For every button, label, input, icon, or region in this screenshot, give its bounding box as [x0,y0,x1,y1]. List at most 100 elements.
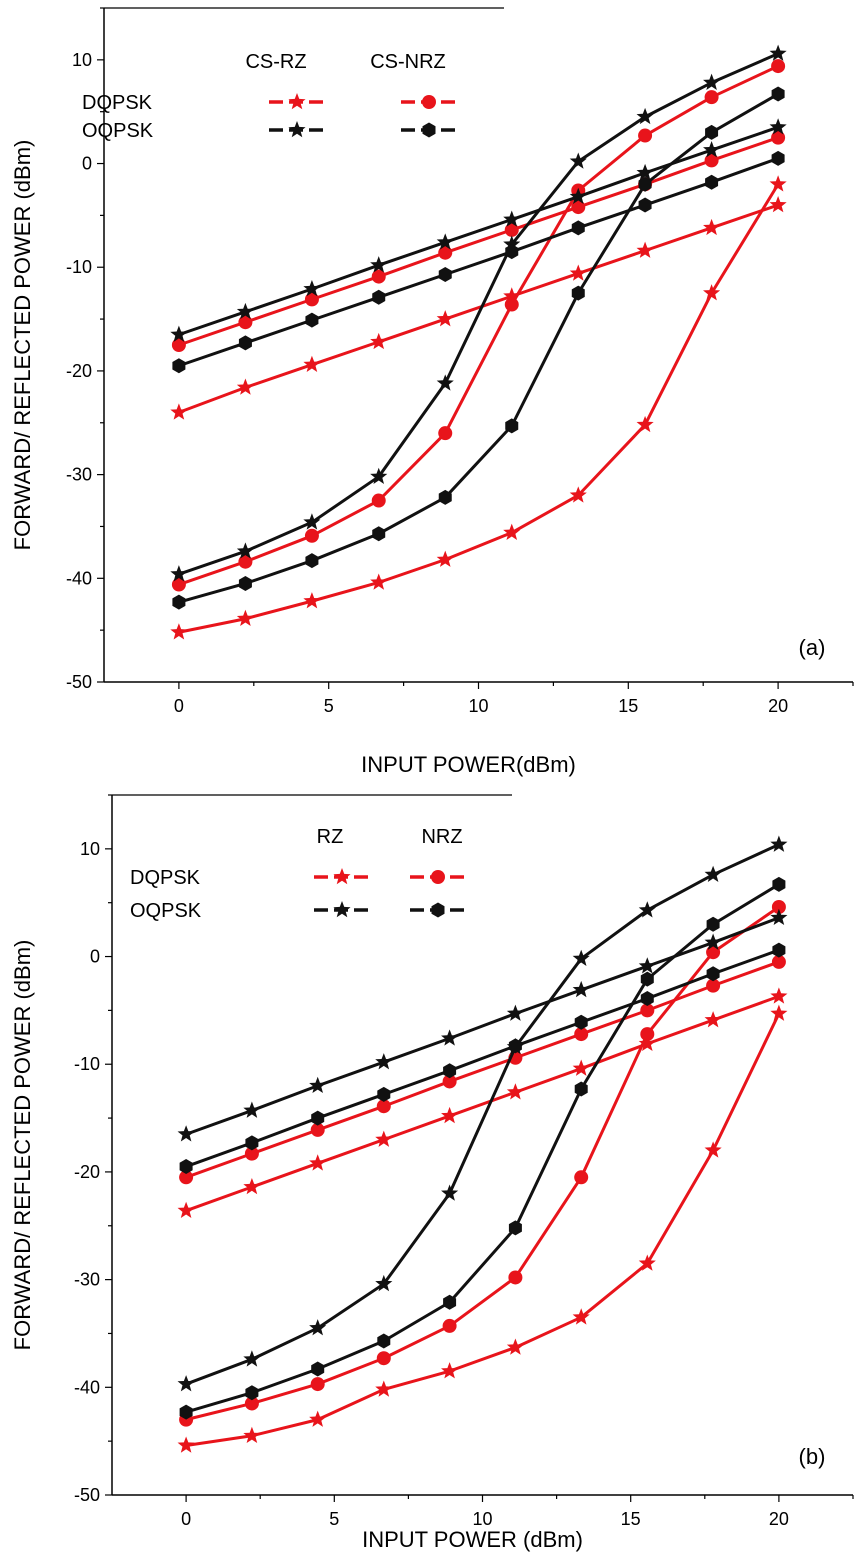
series-1 [170,175,787,640]
data-point [769,44,787,61]
data-point [310,1122,325,1137]
series-6 [172,150,785,374]
y-tick-label: -40 [74,1377,100,1397]
series-line [178,64,779,586]
data-point [503,235,521,252]
y-tick-label: 10 [80,839,100,859]
data-point [571,285,585,301]
data-point [706,978,721,993]
data-point [640,1027,655,1042]
data-point [638,1034,656,1052]
data-point [569,152,587,169]
legend-marker [431,870,445,884]
legend-column-header: NRZ [421,826,462,848]
series-7 [179,876,786,1420]
data-point [179,1170,194,1185]
data-point [508,1038,522,1054]
data-point [443,1063,457,1079]
data-point [171,577,186,592]
data-point [636,163,654,181]
data-point [243,1350,261,1367]
data-point [236,542,254,559]
x-axis-title: INPUT POWER (dBm) [362,1527,583,1552]
data-point [503,523,521,540]
data-point [506,1083,524,1100]
x-tick-label: 5 [324,696,334,716]
series-line [178,156,779,368]
series-1 [177,1004,788,1453]
series-line [178,183,780,634]
y-tick-label: 0 [82,154,92,174]
y-tick-label: -40 [66,568,92,588]
data-point [638,957,656,974]
data-point [441,1362,459,1379]
panel-label: (b) [799,1444,826,1469]
data-point [704,933,722,950]
data-point [572,980,590,998]
data-point [375,1274,393,1292]
x-tick-label: 10 [468,696,488,716]
data-point [636,415,654,433]
data-point [309,1319,327,1336]
data-point [370,573,388,590]
data-point [245,1385,259,1401]
data-point [172,594,186,610]
legend-column-header: RZ [317,826,344,848]
data-point [238,335,252,351]
legend: RZ NRZ DQPSK OQPSK [130,826,466,922]
data-point [309,1410,327,1427]
data-point [372,526,386,542]
data-point [243,1101,261,1118]
data-point [177,1375,195,1392]
data-point [571,220,585,236]
data-point [436,233,454,250]
legend-column-header: CS-NRZ [370,51,446,73]
data-point [236,609,254,627]
data-point [245,1135,259,1151]
data-point [504,297,519,312]
legend-marker [333,901,351,918]
data-point [375,1130,393,1147]
data-point [436,550,454,567]
data-point [443,1294,457,1310]
legend-row-header: OQPSK [82,120,154,142]
data-point [706,916,720,932]
data-point [638,176,652,192]
x-tick-label: 15 [618,696,638,716]
data-point [303,355,321,372]
data-point [705,174,719,190]
data-point [638,128,653,143]
y-tick-label: -20 [74,1162,100,1182]
data-point [311,1110,325,1126]
y-tick-label: 0 [90,947,100,967]
data-point [442,1318,457,1333]
data-point [572,949,590,966]
data-point [571,200,586,215]
series-4 [177,908,788,1142]
data-point [703,218,721,236]
legend-marker [288,93,306,110]
series-line [185,843,780,1386]
panel-a: 0 5 10 15 20 -50 -40 -30 -20 -10 0 10 INPUT POWER(dB… [10,7,854,777]
data-point [371,493,386,508]
data-point [441,1029,459,1046]
data-point [636,107,654,125]
series-2 [171,130,786,352]
data-point [243,1426,261,1444]
y-tick-label: -10 [66,257,92,277]
series-3 [171,59,786,592]
x-tick-label: 0 [181,1509,191,1529]
y-tick-label: -10 [74,1054,100,1074]
data-point [236,302,254,320]
data-point [704,1141,722,1158]
legend-marker [288,121,306,138]
data-point [438,245,453,260]
data-point [370,332,388,350]
data-point [504,222,519,237]
y-tick-label: 10 [72,50,92,70]
data-point [771,954,786,969]
data-point [706,966,720,982]
data-point [703,141,721,158]
x-tick-label: 5 [329,1509,339,1529]
legend-marker [422,95,436,109]
